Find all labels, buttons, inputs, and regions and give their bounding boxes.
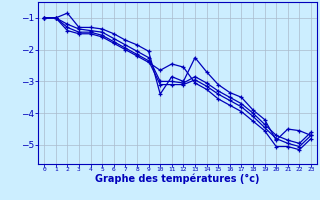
X-axis label: Graphe des températures (°c): Graphe des températures (°c) bbox=[95, 173, 260, 184]
